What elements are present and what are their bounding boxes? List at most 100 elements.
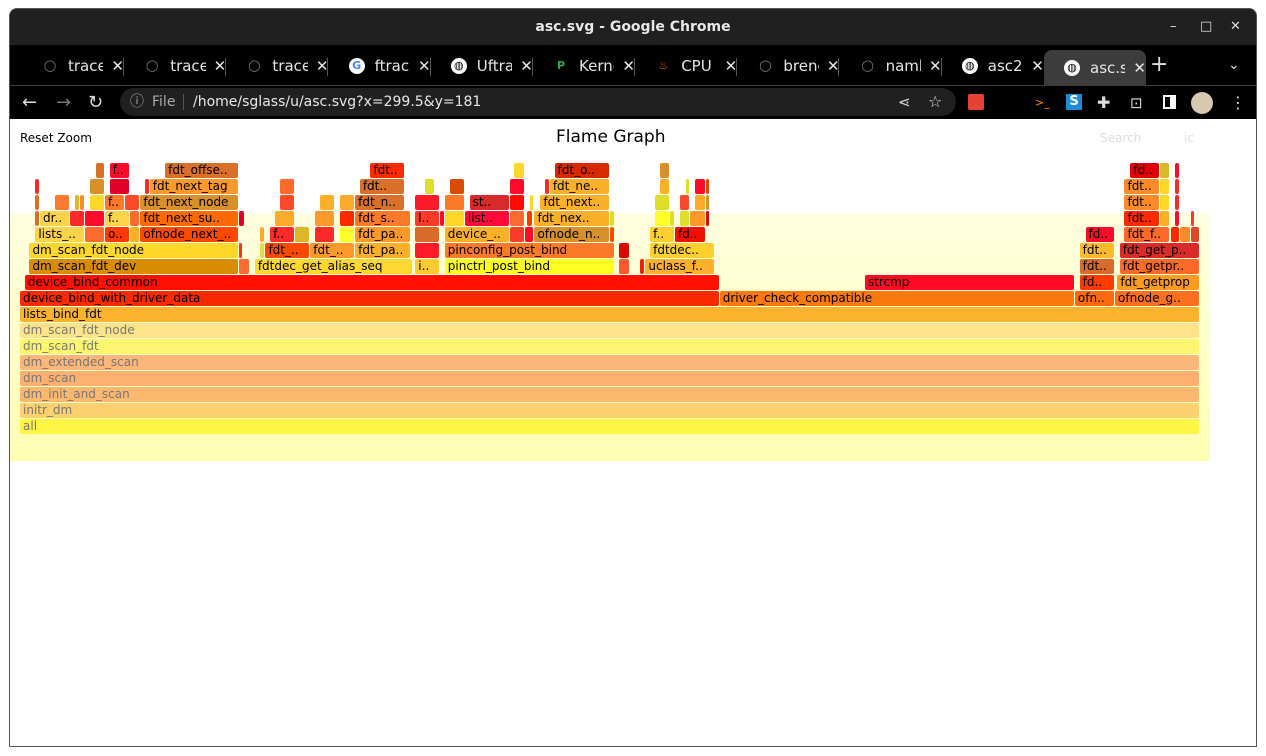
flame-frame[interactable]: fdt_s..: [355, 211, 410, 226]
flame-frame[interactable]: [80, 195, 84, 210]
flame-frame[interactable]: [685, 179, 690, 194]
new-tab-button[interactable]: +: [1150, 52, 1169, 77]
flame-frame[interactable]: [509, 179, 525, 194]
flame-frame[interactable]: fdt_pa..: [355, 243, 410, 258]
flame-frame[interactable]: [424, 179, 435, 194]
flame-frame[interactable]: [670, 211, 674, 226]
flame-frame[interactable]: fd..: [1130, 163, 1159, 178]
extensions-puzzle-icon[interactable]: ✚: [1097, 93, 1111, 112]
flame-frame[interactable]: [444, 211, 464, 226]
tab-3[interactable]: Gftrace ✕: [329, 49, 431, 83]
flame-frame[interactable]: strcmp: [864, 275, 1074, 290]
address-bar[interactable]: ⓘ File /home/sglass/u/asc.svg?x=299.5&y=…: [120, 88, 956, 116]
flame-frame[interactable]: [545, 179, 549, 194]
flame-frame[interactable]: fdt..: [359, 179, 404, 194]
flame-frame[interactable]: fdt_ne..: [549, 179, 609, 194]
flame-frame[interactable]: [449, 179, 464, 194]
flame-frame[interactable]: [55, 195, 69, 210]
flame-frame[interactable]: [35, 179, 40, 194]
flame-frame[interactable]: [1175, 211, 1179, 226]
flame-frame[interactable]: [129, 227, 140, 242]
flame-frame[interactable]: [415, 227, 440, 242]
flame-frame[interactable]: [109, 179, 129, 194]
flame-frame[interactable]: [84, 211, 104, 226]
flame-frame[interactable]: [705, 195, 710, 210]
reset-zoom-button[interactable]: Reset Zoom: [20, 131, 92, 145]
flame-frame[interactable]: [440, 211, 444, 226]
flame-frame[interactable]: device_bind_with_driver_data: [20, 291, 719, 306]
flame-frame[interactable]: fdt_next_su..: [140, 211, 239, 226]
tab-9[interactable]: ◍ asc2.s ✕: [942, 49, 1044, 83]
flame-frame[interactable]: [1190, 227, 1199, 242]
flame-frame[interactable]: [279, 179, 294, 194]
flame-frame[interactable]: fdt_f..: [1124, 227, 1170, 242]
flame-frame[interactable]: [679, 211, 690, 226]
flame-frame[interactable]: dm_scan_fdt_dev: [29, 259, 239, 274]
flame-frame[interactable]: driver_check_compatible: [719, 291, 1074, 306]
flame-frame[interactable]: [527, 211, 533, 226]
bookmark-star-icon[interactable]: ☆: [928, 92, 943, 111]
flame-frame[interactable]: f..: [104, 211, 129, 226]
flame-frame[interactable]: [339, 211, 355, 226]
tab-5[interactable]: P Kerne ✕: [533, 49, 635, 83]
flame-frame[interactable]: [705, 211, 710, 226]
flame-frame[interactable]: [705, 179, 710, 194]
profile-avatar[interactable]: [1191, 92, 1213, 114]
flame-frame[interactable]: [659, 179, 670, 194]
flame-frame[interactable]: fdt..: [1124, 179, 1159, 194]
close-tab-icon[interactable]: ✕: [520, 57, 533, 75]
flame-frame[interactable]: ofnode_n..: [534, 227, 609, 242]
flame-frame[interactable]: [694, 195, 705, 210]
flame-frame[interactable]: o..: [104, 227, 129, 242]
flame-frame[interactable]: dm_extended_scan: [20, 355, 1199, 370]
flame-frame[interactable]: [1175, 179, 1179, 194]
flame-frame[interactable]: initr_dm: [20, 403, 1199, 418]
forward-button[interactable]: →: [56, 92, 72, 113]
flame-frame[interactable]: [89, 195, 104, 210]
minimize-button[interactable]: –: [1170, 19, 1177, 34]
flame-frame[interactable]: i..: [415, 259, 440, 274]
share-icon[interactable]: ⋖: [898, 93, 911, 111]
tab-4[interactable]: ◍ Uftrac ✕: [431, 49, 533, 83]
flame-frame[interactable]: [125, 195, 140, 210]
flame-frame[interactable]: [509, 227, 525, 242]
close-tab-icon[interactable]: ✕: [111, 57, 124, 75]
flame-frame[interactable]: fd..: [1085, 227, 1115, 242]
flame-frame[interactable]: [1175, 195, 1179, 210]
flame-frame[interactable]: [619, 259, 630, 274]
flame-frame[interactable]: f..: [104, 195, 124, 210]
flame-frame[interactable]: fdt_o..: [554, 163, 609, 178]
flame-frame[interactable]: fdt_..: [265, 243, 310, 258]
flame-frame[interactable]: [339, 195, 355, 210]
flame-frame[interactable]: pinctrl_post_bind: [444, 259, 614, 274]
flame-frame[interactable]: [279, 195, 294, 210]
flame-frame[interactable]: f..: [109, 163, 129, 178]
flame-frame[interactable]: [145, 179, 149, 194]
flame-frame[interactable]: [444, 195, 464, 210]
flame-frame[interactable]: [1170, 227, 1179, 242]
flame-frame[interactable]: [339, 227, 355, 242]
flame-frame[interactable]: [1159, 195, 1170, 210]
flame-frame[interactable]: [89, 179, 104, 194]
flame-frame[interactable]: [259, 243, 265, 258]
flame-frame[interactable]: l..: [415, 211, 440, 226]
terminal-extension-icon[interactable]: >_: [1035, 96, 1050, 109]
flame-frame[interactable]: [509, 211, 525, 226]
tab-1[interactable]: ◯ trace- ✕: [124, 49, 227, 83]
close-tab-icon[interactable]: ✕: [1031, 57, 1044, 75]
flame-frame[interactable]: [84, 227, 104, 242]
flame-frame[interactable]: [514, 163, 525, 178]
tab-8[interactable]: ◯ namh ✕: [840, 49, 942, 83]
flame-frame[interactable]: [1159, 211, 1170, 226]
flame-frame[interactable]: fdt_get_p..: [1119, 243, 1199, 258]
flame-frame[interactable]: [1175, 163, 1179, 178]
flame-frame[interactable]: [315, 227, 335, 242]
tab-6[interactable]: ♨ CPU F ✕: [635, 49, 738, 83]
flame-frame[interactable]: fdt_next..: [540, 195, 609, 210]
flame-frame[interactable]: fdt_getpr..: [1119, 259, 1199, 274]
flame-frame[interactable]: lists_bind_fdt: [20, 307, 1199, 322]
flame-frame[interactable]: dm_scan: [20, 371, 1199, 386]
flame-frame[interactable]: dr..: [40, 211, 69, 226]
flame-frame[interactable]: fdt_next_node: [140, 195, 239, 210]
flame-frame[interactable]: [679, 195, 690, 210]
